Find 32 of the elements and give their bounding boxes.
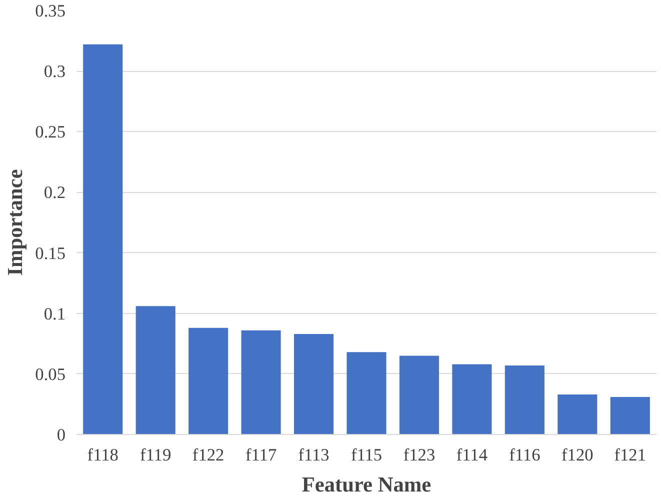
y-tick-label: 0.05 xyxy=(35,364,66,384)
bar xyxy=(504,365,544,434)
x-tick-label: f116 xyxy=(509,446,541,464)
x-tick-label: f114 xyxy=(456,446,488,464)
x-tick-label: f120 xyxy=(562,446,594,464)
bar xyxy=(610,396,650,434)
bar xyxy=(241,330,281,434)
bar xyxy=(83,44,123,434)
x-tick-label: f123 xyxy=(403,446,436,464)
y-tick-label: 0.2 xyxy=(44,183,66,202)
y-tick-label: 0 xyxy=(56,426,66,444)
x-tick-label: f122 xyxy=(192,446,224,464)
bar xyxy=(346,352,386,434)
x-tick-label: f119 xyxy=(140,446,172,464)
bar xyxy=(558,394,598,434)
y-tick-label: 0.1 xyxy=(44,304,66,324)
bar xyxy=(294,334,334,434)
y-tick-label: 0.35 xyxy=(35,2,66,20)
x-tick-label: f118 xyxy=(87,446,118,464)
x-tick-label: f121 xyxy=(614,446,646,464)
bar xyxy=(136,306,176,434)
bar xyxy=(399,356,439,434)
x-tick-label: f113 xyxy=(298,446,330,464)
x-tick-label: f117 xyxy=(245,446,277,464)
y-tick-label: 0.3 xyxy=(44,62,66,82)
bar xyxy=(452,364,492,434)
y-tick-label: 0.25 xyxy=(35,122,66,142)
bar xyxy=(188,328,228,434)
y-tick-label: 0.15 xyxy=(35,244,66,263)
y-axis-title: Importance xyxy=(3,169,28,276)
x-tick-label: f115 xyxy=(350,446,382,464)
x-axis-title: Feature Name xyxy=(302,472,432,496)
